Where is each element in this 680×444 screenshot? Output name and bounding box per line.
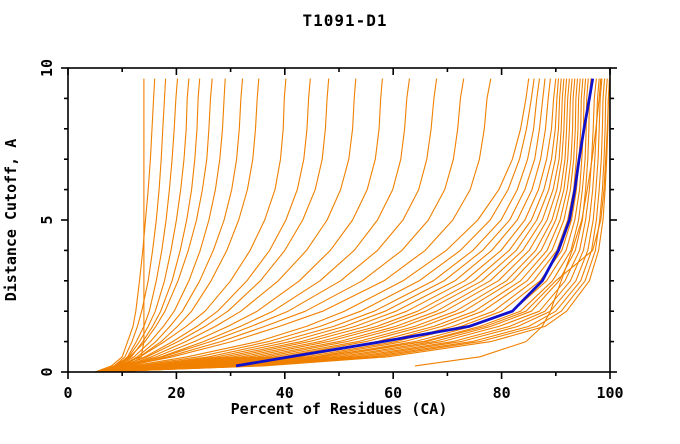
y-tick-label: 5 [38, 215, 56, 224]
model-curve [94, 78, 179, 373]
y-axis-label: Distance Cutoff, A [2, 139, 20, 302]
model-curve [95, 78, 565, 373]
model-curve [95, 78, 611, 373]
model-curve [95, 78, 592, 373]
x-tick-label: 60 [384, 384, 402, 402]
model-curve [100, 78, 287, 373]
model-curve [94, 78, 226, 373]
model-curve [100, 78, 213, 373]
model-curve [100, 78, 608, 373]
x-tick-label: 40 [276, 384, 294, 402]
model-curve [94, 78, 145, 373]
y-tick-label: 0 [38, 367, 56, 376]
model-curve [100, 78, 573, 373]
model-curve [95, 78, 600, 373]
model-curve [95, 78, 530, 373]
model-curve [100, 78, 492, 373]
model-curve [100, 78, 167, 373]
model-curve [100, 78, 589, 373]
model-curve [100, 78, 383, 373]
x-axis-label: Percent of Residues (CA) [231, 400, 448, 418]
model-curve [100, 78, 557, 373]
model-curve [95, 78, 606, 373]
model-curve [95, 78, 411, 373]
model-curve [95, 78, 570, 373]
x-tick-label: 0 [63, 384, 72, 402]
highlighted-model-curve [235, 78, 595, 368]
model-curve [94, 78, 260, 373]
model-curves [94, 78, 611, 373]
x-tick-label: 100 [596, 384, 623, 402]
model-curve [414, 78, 602, 367]
model-curve [95, 78, 551, 373]
axes: 0 20 40 60 80 100 0 5 10 [38, 59, 624, 402]
model-curve [100, 78, 611, 373]
model-curve [100, 78, 568, 373]
model-curve [94, 78, 201, 373]
model-curve [100, 78, 244, 373]
model-curve [100, 78, 190, 373]
x-tick-label: 20 [167, 384, 185, 402]
model-curve [100, 78, 603, 373]
chart-title: T1091-D1 [302, 11, 387, 30]
y-tick-label: 10 [38, 59, 56, 77]
model-curve [95, 78, 465, 373]
model-curve [100, 78, 562, 373]
model-curve [100, 78, 546, 373]
model-curve [100, 78, 597, 373]
model-curve [100, 78, 535, 373]
model-curve [94, 78, 311, 373]
model-curve [94, 78, 156, 373]
model-curve [100, 78, 330, 373]
x-tick-label: 80 [493, 384, 511, 402]
model-curve [100, 78, 438, 373]
model-curve [95, 78, 581, 373]
model-curve [95, 78, 541, 373]
model-curve [94, 78, 357, 373]
model-curve [95, 78, 560, 373]
